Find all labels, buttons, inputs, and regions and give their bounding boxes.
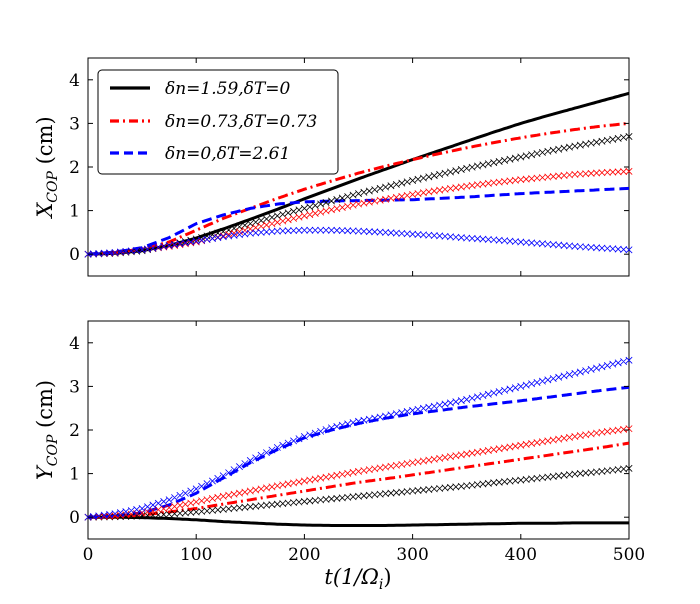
bottom-ytick-label-0: 0 (69, 508, 80, 528)
bottom-xtick-label-5: 500 (613, 545, 645, 565)
legend-label-1: δn=1.59,δT=0 (165, 79, 291, 99)
top-ytick-label-0: 0 (69, 245, 80, 265)
top-series-group (84, 91, 633, 258)
bottom-ytick-label-2: 2 (69, 421, 80, 441)
legend: δn=1.59,δT=0 δn=0.73,δT=0.73 δn=0,δT=2.6… (97, 69, 339, 175)
bottom-panel: 0 100 200 300 400 500 0 1 2 3 4 YCOP (cm) t(1/Ωi) (33, 320, 645, 593)
bottom-ytick-label-4: 4 (69, 334, 80, 354)
legend-label-2: δn=0.73,δT=0.73 (165, 112, 317, 132)
legend-label-3: δn=0,δT=2.61 (165, 144, 290, 164)
bottom-xtick-label-4: 400 (505, 545, 537, 565)
top-ytick-label-2: 2 (69, 158, 80, 178)
bottom-series-group (84, 356, 633, 527)
legend-box (97, 69, 339, 175)
top-ytick-label-3: 3 (69, 114, 80, 134)
bottom-xtick-label-1: 100 (180, 545, 212, 565)
bottom-xtick-label-2: 200 (288, 545, 320, 565)
top-ylabel: XCOP (cm) (33, 116, 61, 219)
bottom-series-line-2 (87, 385, 630, 519)
bottom-series-line-1 (88, 441, 630, 519)
top-ytick-label-1: 1 (69, 202, 80, 222)
top-ticks: 0 1 2 3 4 (69, 58, 630, 276)
bottom-series-line-0 (88, 515, 629, 527)
xlabel: t(1/Ωi) (324, 565, 391, 593)
top-panel: 0 1 2 3 4 XCOP (cm) δn=1.59,δT=0 δn=0.73,δT=… (33, 57, 633, 277)
bottom-ytick-label-1: 1 (69, 465, 80, 485)
bottom-ytick-label-3: 3 (69, 377, 80, 397)
top-series-line-2 (87, 186, 630, 256)
bottom-ylabel: YCOP (cm) (33, 380, 61, 480)
bottom-xtick-label-0: 0 (83, 545, 94, 565)
top-ytick-label-4: 4 (69, 71, 80, 91)
bottom-ticks: 0 100 200 300 400 500 0 1 2 3 4 (69, 321, 645, 565)
bottom-xtick-label-3: 300 (396, 545, 428, 565)
top-series-line-1 (87, 121, 630, 256)
